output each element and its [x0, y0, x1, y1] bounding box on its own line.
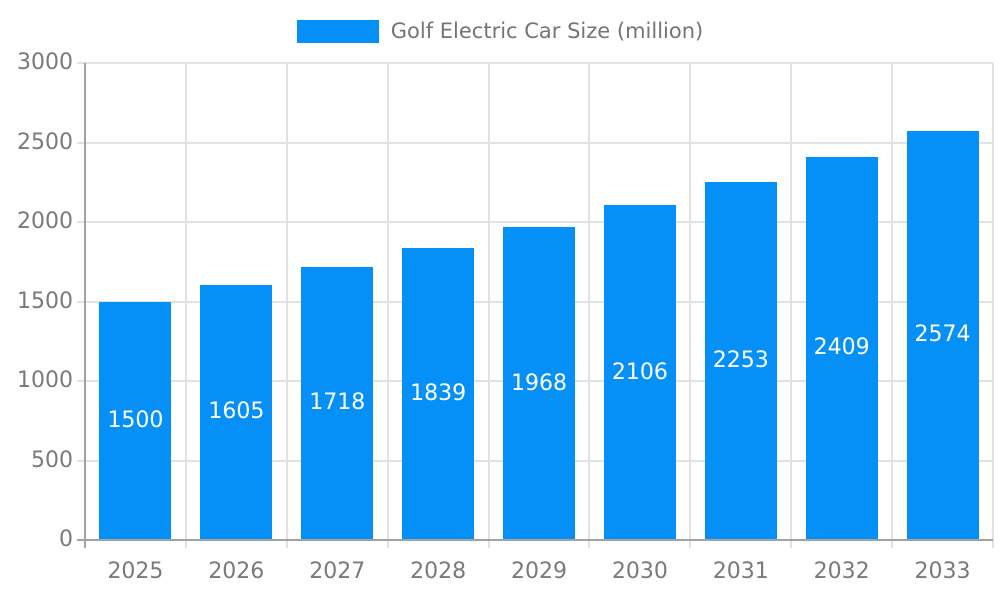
bar-value-label: 2574	[914, 322, 971, 348]
bar-2033[interactable]: 2574	[906, 130, 979, 540]
y-tick-label: 2500	[17, 129, 73, 155]
gridline-vertical	[588, 63, 591, 548]
x-tick-label: 2033	[914, 559, 971, 584]
x-tick-label: 2028	[410, 559, 467, 584]
bar-value-label: 2253	[712, 347, 769, 373]
bar-2027[interactable]: 1718	[301, 266, 374, 540]
bar-value-label: 1839	[410, 380, 467, 406]
legend-swatch	[296, 19, 379, 43]
bar-2025[interactable]: 1500	[99, 301, 172, 540]
x-axis-line	[77, 539, 993, 541]
x-tick-label: 2029	[510, 559, 567, 584]
y-tick-label: 0	[59, 527, 73, 552]
gridline-vertical	[790, 63, 793, 548]
x-tick-label: 2025	[107, 559, 164, 584]
bar-value-label: 1968	[511, 370, 567, 396]
gridline-vertical	[285, 63, 288, 548]
gridline-vertical	[992, 63, 994, 548]
bar-value-label: 1605	[208, 399, 265, 425]
gridline-horizontal	[77, 221, 993, 223]
gridline-horizontal	[77, 141, 993, 144]
bar-2028[interactable]: 1839	[402, 247, 475, 540]
x-tick-label: 2027	[309, 559, 366, 584]
x-tick-label: 2026	[208, 559, 265, 584]
bar-2026[interactable]: 1605	[200, 284, 273, 540]
x-tick-label: 2031	[712, 559, 769, 584]
y-tick-label: 1500	[17, 288, 73, 314]
gridline-vertical	[891, 63, 894, 548]
gridline-horizontal	[77, 62, 993, 64]
gridline-vertical	[184, 63, 187, 548]
bar-value-label: 2106	[611, 359, 668, 385]
gridline-vertical	[386, 63, 389, 548]
gridline-vertical	[487, 63, 490, 548]
legend-label: Golf Electric Car Size (million)	[390, 18, 704, 43]
bar-value-label: 2409	[813, 335, 870, 361]
plot-area: 1500 1605 1718 1839 1968 2106 2253 2409 2574	[77, 62, 994, 548]
bar-2029[interactable]: 1968	[503, 227, 575, 540]
bar-2031[interactable]: 2253	[704, 181, 777, 540]
chart-legend[interactable]: Golf Electric Car Size (million)	[0, 18, 1000, 44]
x-tick-label: 2030	[611, 559, 668, 584]
bar-value-label: 1718	[309, 390, 366, 416]
y-tick-label: 2000	[17, 209, 73, 234]
gridline-vertical	[689, 63, 692, 548]
x-tick-label: 2032	[813, 559, 870, 584]
y-tick-label: 3000	[17, 50, 73, 75]
bar-2030[interactable]: 2106	[603, 205, 676, 540]
bar-2032[interactable]: 2409	[805, 156, 878, 540]
bar-value-label: 1500	[107, 407, 164, 433]
y-tick-label: 500	[31, 447, 73, 473]
y-axis-line	[84, 63, 86, 548]
y-tick-label: 1000	[17, 368, 73, 393]
